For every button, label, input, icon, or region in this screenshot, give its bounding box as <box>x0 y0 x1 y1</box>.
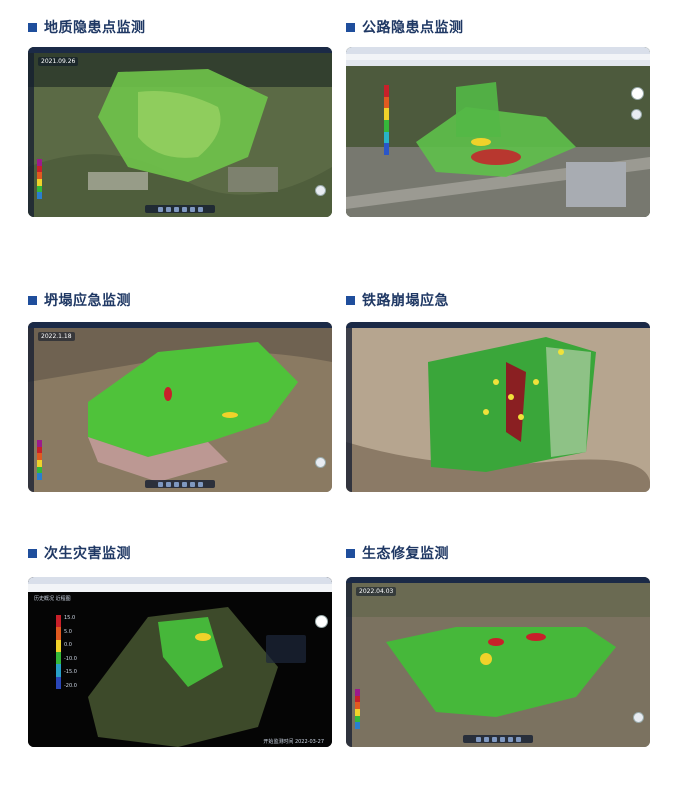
legend-value: -15.0 <box>64 669 77 676</box>
terrain-view <box>28 47 332 217</box>
bullet-square <box>346 295 355 305</box>
terrain-view <box>28 322 332 492</box>
compass-icon[interactable] <box>631 109 642 120</box>
terrain-view <box>346 577 650 747</box>
screenshot-collapse[interactable]: 2022.1.18 <box>28 322 332 492</box>
footer-label: 开始监测时间 <box>263 739 294 745</box>
legend-value: -10.0 <box>64 655 77 662</box>
legend-value: -20.0 <box>64 682 77 689</box>
legend-value: 15.0 <box>64 615 76 621</box>
screenshot-eco[interactable]: 2022.04.03 <box>346 577 650 747</box>
compass-icon[interactable] <box>315 457 326 468</box>
left-sidebar <box>28 328 34 492</box>
app-menu-bar[interactable] <box>28 584 332 592</box>
bullet-square <box>28 295 37 305</box>
search-icon[interactable] <box>631 87 644 100</box>
history-label: 历史概况 <box>34 596 55 602</box>
app-titlebar <box>346 577 650 583</box>
app-titlebar <box>28 322 332 328</box>
footer-date: 2022-03-27 <box>294 739 324 745</box>
app-menu-bar[interactable] <box>346 60 650 66</box>
legend-value: 5.0 <box>64 628 72 635</box>
panel-heading-eco: 生态修复监测 <box>346 543 449 563</box>
info-panel <box>266 635 306 663</box>
legend-colorbar <box>56 615 61 689</box>
panel-title: 公路隐患点监测 <box>362 20 464 36</box>
date-label: 2022.04.03 <box>356 587 397 596</box>
panel-heading-geo: 地质隐患点监测 <box>28 17 146 37</box>
panel-heading-collapse: 坍塌应急监测 <box>28 290 131 310</box>
panel-title: 坍塌应急监测 <box>44 293 131 309</box>
terrain-view <box>28 577 332 747</box>
app-titlebar <box>346 322 650 328</box>
panel-title: 地质隐患点监测 <box>44 20 146 36</box>
value-legend: 15.0 5.0 0.0 -10.0 -15.0 -20.0 <box>56 615 77 689</box>
deformation-legend <box>37 159 42 200</box>
panel-title: 铁路崩塌应急 <box>362 293 449 309</box>
compass-icon[interactable] <box>315 185 326 196</box>
date-label: 2021.09.26 <box>38 57 79 66</box>
bullet-square <box>28 548 37 558</box>
app-titlebar <box>28 47 332 53</box>
bottom-toolbar[interactable] <box>145 205 215 213</box>
browser-titlebar <box>28 577 332 584</box>
screenshot-geo[interactable]: 2021.09.26 <box>28 47 332 217</box>
deformation-legend <box>384 85 389 156</box>
panel-title: 生态修复监测 <box>362 546 449 562</box>
browser-address-bar[interactable] <box>346 54 650 60</box>
left-sidebar <box>346 583 352 747</box>
screenshot-road[interactable] <box>346 47 650 217</box>
history-toolbar[interactable]: 历史概况 近程图 <box>34 595 71 602</box>
terrain-view <box>346 322 650 492</box>
footer-info: 开始监测时间 2022-03-27 <box>263 738 324 745</box>
panel-heading-rail: 铁路崩塌应急 <box>346 290 449 310</box>
bullet-square <box>346 22 355 32</box>
bottom-toolbar[interactable] <box>463 735 533 743</box>
screenshot-rail[interactable] <box>346 322 650 492</box>
bullet-square <box>346 548 355 558</box>
deformation-legend <box>355 689 360 730</box>
left-sidebar <box>28 53 34 217</box>
left-sidebar <box>346 328 352 492</box>
search-icon[interactable] <box>315 615 328 628</box>
bullet-square <box>28 22 37 32</box>
history-value: 近程图 <box>55 596 71 602</box>
compass-icon[interactable] <box>633 712 644 723</box>
panel-title: 次生灾害监测 <box>44 546 131 562</box>
screenshot-secondary[interactable]: 历史概况 近程图 15.0 5.0 0.0 -10.0 -15.0 -20.0 … <box>28 577 332 747</box>
terrain-view <box>346 47 650 217</box>
legend-value: 0.0 <box>64 642 72 649</box>
date-label: 2022.1.18 <box>38 332 75 341</box>
panel-heading-secondary: 次生灾害监测 <box>28 543 131 563</box>
bottom-toolbar[interactable] <box>145 480 215 488</box>
deformation-legend <box>37 440 42 481</box>
browser-titlebar <box>346 47 650 54</box>
panel-heading-road: 公路隐患点监测 <box>346 17 464 37</box>
